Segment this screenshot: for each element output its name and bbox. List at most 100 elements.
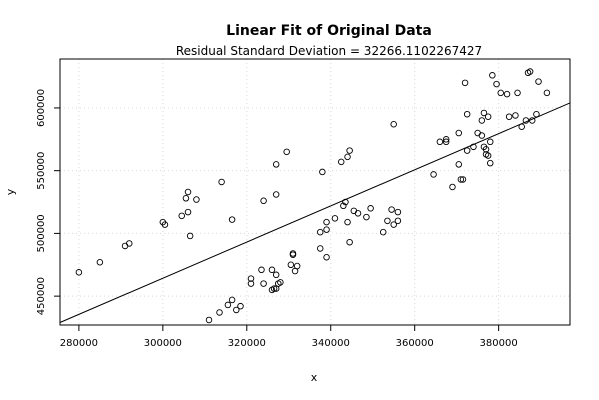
x-axis: 280000 300000 320000 340000 360000 380000: [60, 325, 518, 349]
x-tick-label: 320000: [228, 338, 266, 349]
data-point: [237, 302, 244, 310]
data-point: [379, 228, 387, 236]
y-axis-label: y: [4, 188, 17, 195]
data-point: [354, 210, 362, 217]
data-point: [394, 208, 402, 216]
data-point: [323, 218, 330, 226]
data-point: [323, 226, 330, 233]
x-tick-label: 340000: [312, 338, 350, 349]
data-point: [436, 138, 444, 146]
data-point: [384, 217, 391, 225]
data-point: [224, 301, 232, 309]
data-point: [178, 212, 185, 220]
data-point: [394, 217, 402, 225]
data-point: [193, 196, 200, 203]
data-point: [182, 195, 190, 202]
data-point: [457, 176, 465, 183]
x-axis-label: x: [311, 371, 318, 384]
data-point: [258, 266, 265, 274]
data-point: [272, 271, 280, 279]
data-point: [390, 221, 397, 228]
data-point: [461, 79, 469, 87]
data-point: [247, 280, 255, 287]
data-point: [126, 240, 133, 247]
data-point: [478, 132, 486, 139]
grid: [60, 59, 570, 325]
data-point: [316, 228, 324, 236]
data-point: [493, 80, 500, 88]
data-point: [486, 159, 494, 167]
data-point: [287, 261, 295, 269]
y-tick-label: 500000: [36, 214, 47, 252]
data-point: [260, 197, 267, 205]
data-point: [484, 113, 492, 120]
data-point: [277, 279, 284, 286]
data-point: [497, 89, 504, 97]
data-point: [344, 153, 351, 161]
data-point: [344, 218, 351, 226]
data-point: [346, 238, 353, 246]
data-point: [535, 78, 542, 85]
data-point: [337, 158, 345, 166]
fit-line: [59, 102, 571, 323]
chart-title: Linear Fit of Original Data: [226, 23, 432, 39]
data-point: [316, 245, 324, 252]
data-point: [430, 171, 437, 178]
data-point: [363, 213, 370, 221]
data-point: [486, 138, 494, 146]
chart-subtitle: Residual Standard Deviation = 32266.1102…: [176, 44, 482, 58]
data-point: [272, 161, 280, 168]
data-point: [228, 296, 236, 304]
data-point: [388, 206, 395, 213]
data-point: [289, 251, 297, 258]
data-point: [543, 89, 551, 97]
x-tick-label: 380000: [480, 338, 518, 349]
data-point: [442, 138, 450, 146]
data-point: [503, 90, 511, 98]
y-tick-label: 550000: [36, 152, 47, 190]
data-point: [514, 89, 521, 97]
data-point: [346, 147, 353, 154]
plot-box: [59, 58, 571, 326]
data-point: [449, 183, 456, 191]
data-point: [228, 216, 236, 223]
y-tick-label: 600000: [36, 89, 47, 127]
x-tick-label: 300000: [144, 338, 182, 349]
data-point: [455, 129, 463, 137]
data-point: [484, 152, 492, 159]
data-point: [161, 221, 169, 228]
data-point: [319, 168, 326, 176]
data-point: [505, 113, 513, 120]
data-point: [293, 262, 301, 270]
data-point: [482, 146, 490, 153]
data-point: [184, 208, 192, 216]
data-point: [526, 68, 534, 75]
data-point: [218, 178, 225, 186]
data-point: [283, 148, 290, 156]
data-point: [75, 269, 83, 276]
data-points: [75, 68, 551, 324]
data-point: [260, 280, 267, 287]
data-point: [478, 117, 486, 124]
data-point: [463, 147, 471, 154]
data-point: [96, 259, 104, 266]
data-point: [512, 112, 519, 119]
data-point: [459, 176, 467, 183]
fit-line-group: [59, 102, 571, 323]
data-point: [247, 275, 255, 282]
data-point: [272, 191, 280, 198]
x-tick-label: 280000: [60, 338, 98, 349]
data-point: [216, 309, 223, 316]
data-point: [233, 306, 240, 314]
data-point: [480, 109, 488, 117]
x-tick-label: 360000: [396, 338, 434, 349]
y-axis: 450000 500000 550000 600000: [36, 89, 60, 315]
data-point: [489, 72, 496, 79]
data-point: [184, 188, 192, 196]
data-point: [340, 202, 347, 210]
data-point: [367, 205, 374, 212]
data-point: [331, 215, 339, 222]
data-point: [268, 266, 276, 274]
